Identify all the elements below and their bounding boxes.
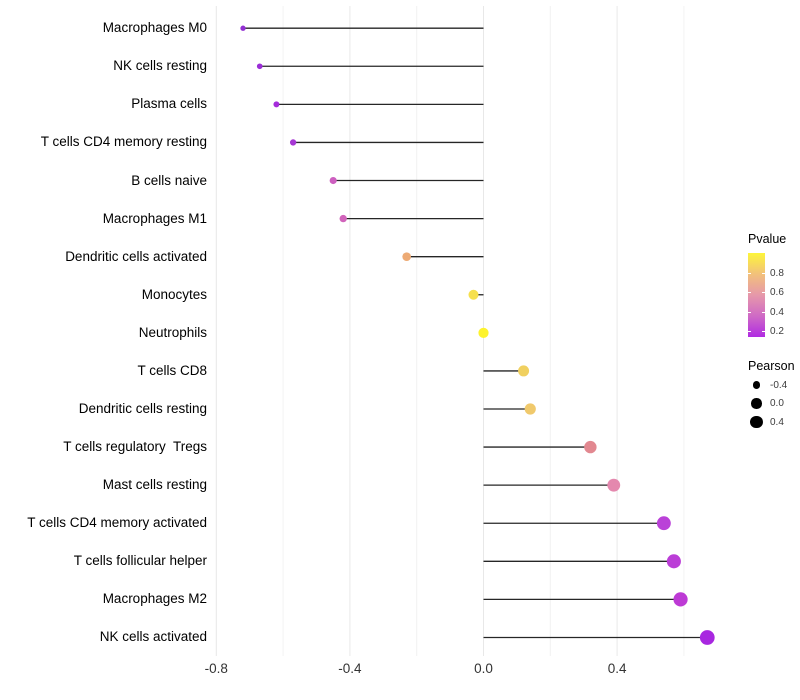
colorbar-tick-mark: [748, 331, 751, 333]
category-label: Dendritic cells activated: [65, 248, 207, 264]
data-point: [656, 516, 671, 531]
size-legend-label: -0.4: [770, 379, 788, 391]
colorbar-tick-mark: [762, 312, 765, 314]
size-legend-dot: [751, 398, 762, 409]
colorbar-tick-mark: [762, 331, 765, 333]
category-label: Mast cells resting: [102, 477, 207, 493]
data-point: [468, 289, 479, 300]
category-label: Neutrophils: [138, 324, 207, 340]
data-point: [273, 101, 280, 108]
data-point: [673, 592, 688, 607]
category-label: T cells CD4 memory resting: [40, 134, 207, 150]
colorbar-tick-mark: [762, 272, 765, 274]
category-label: T cells follicular helper: [73, 553, 207, 569]
data-point: [256, 63, 263, 70]
x-tick-label: -0.4: [338, 661, 362, 676]
category-label: B cells naive: [131, 172, 207, 188]
data-point: [478, 327, 489, 338]
category-label: NK cells resting: [113, 58, 207, 74]
data-point: [289, 139, 297, 146]
size-legend-label: 0.0: [770, 398, 784, 409]
data-point: [329, 176, 337, 185]
category-label: T cells regulatory Tregs: [63, 439, 207, 455]
size-legend-label: 0.4: [770, 416, 784, 428]
colorbar-tick-mark: [748, 292, 751, 294]
category-label: Plasma cells: [131, 96, 207, 112]
size-legend-dot: [750, 415, 763, 429]
size-legend-dot: [752, 381, 761, 389]
pvalue-legend-title: Pvalue: [748, 232, 787, 246]
data-point: [699, 630, 715, 645]
colorbar-tick-label: 0.4: [770, 307, 784, 319]
category-label: Macrophages M2: [102, 591, 207, 607]
pearson-legend-title: Pearson: [748, 359, 795, 373]
x-tick-label: 0.4: [607, 661, 627, 676]
data-point: [240, 25, 246, 31]
category-label: T cells CD8: [137, 362, 207, 378]
colorbar-tick-label: 0.2: [770, 326, 784, 338]
x-tick-label: 0.0: [474, 661, 493, 676]
x-tick-label: -0.8: [204, 661, 228, 676]
data-point: [607, 478, 621, 492]
category-label: Macrophages M1: [102, 210, 207, 226]
colorbar-tick-label: 0.6: [770, 287, 784, 299]
colorbar-tick-mark: [762, 292, 765, 294]
category-label: Macrophages M0: [102, 20, 207, 36]
colorbar-tick-mark: [748, 312, 751, 314]
pvalue-colorbar: [748, 253, 765, 337]
colorbar-tick-mark: [748, 272, 751, 274]
colorbar-tick-label: 0.8: [770, 267, 784, 279]
data-point: [584, 440, 597, 454]
category-label: Dendritic cells resting: [78, 401, 207, 416]
category-label: Monocytes: [141, 286, 207, 302]
data-point: [524, 403, 536, 415]
category-label: NK cells activated: [99, 629, 207, 645]
data-point: [666, 554, 681, 569]
data-point: [402, 252, 411, 261]
data-point: [518, 365, 530, 377]
data-point: [339, 214, 347, 223]
category-label: T cells CD4 memory activated: [27, 515, 207, 531]
